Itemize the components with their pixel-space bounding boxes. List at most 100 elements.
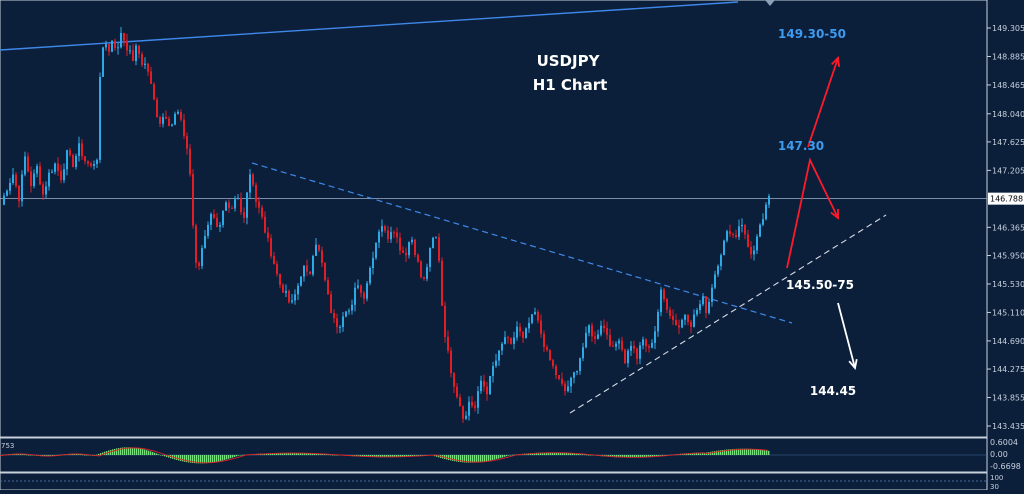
oscillator-bar bbox=[764, 450, 766, 455]
oscillator-bar bbox=[364, 455, 366, 457]
oscillator-bar bbox=[634, 455, 636, 458]
candle bbox=[72, 153, 74, 168]
oscillator-bar bbox=[470, 455, 472, 463]
candle bbox=[339, 324, 341, 334]
oscillator-bar bbox=[362, 455, 364, 457]
oscillator-bar bbox=[312, 453, 314, 455]
oscillator-bar bbox=[752, 449, 754, 455]
oscillator-bar bbox=[308, 453, 310, 455]
oscillator-bar bbox=[30, 455, 32, 456]
candle bbox=[420, 260, 422, 279]
candle bbox=[552, 358, 554, 369]
candle bbox=[612, 340, 614, 347]
candle bbox=[651, 339, 653, 349]
oscillator-bar bbox=[754, 449, 756, 455]
oscillator-bar bbox=[540, 452, 542, 455]
oscillator-bar bbox=[136, 447, 138, 455]
candle bbox=[315, 237, 317, 257]
oscillator-bar bbox=[392, 455, 394, 457]
candle bbox=[525, 327, 527, 339]
oscillator-bar bbox=[710, 451, 712, 455]
candle bbox=[615, 341, 617, 351]
oscillator-bar bbox=[200, 455, 202, 464]
oscillator-bar bbox=[714, 451, 716, 455]
oscillator-bar bbox=[118, 448, 120, 455]
candle bbox=[597, 329, 599, 340]
candle bbox=[129, 45, 131, 55]
oscillator-bar bbox=[324, 454, 326, 455]
oscillator-bar bbox=[492, 455, 494, 461]
candle bbox=[27, 152, 29, 173]
oscillator-bar bbox=[82, 454, 84, 456]
oscillator-bar bbox=[576, 453, 578, 455]
oscillator-bar bbox=[100, 453, 102, 455]
candle bbox=[450, 347, 452, 378]
candle bbox=[120, 27, 122, 49]
oscillator-bar bbox=[766, 450, 768, 455]
oscillator-bar bbox=[274, 453, 276, 455]
candle bbox=[180, 109, 182, 122]
oscillator-bar bbox=[382, 455, 384, 458]
candle bbox=[75, 153, 77, 170]
oscillator-bar bbox=[372, 455, 374, 457]
oscillator-bar bbox=[578, 453, 580, 455]
oscillator-bar bbox=[452, 455, 454, 461]
candle bbox=[225, 200, 227, 211]
candle bbox=[714, 270, 716, 290]
oscillator-bar bbox=[618, 455, 620, 458]
oscillator-bar bbox=[52, 455, 54, 456]
oscillator-bar bbox=[310, 453, 312, 455]
oscillator-bar bbox=[384, 455, 386, 458]
candle bbox=[591, 322, 593, 342]
oscillator-bar bbox=[80, 454, 82, 455]
oscillator-bar bbox=[644, 455, 646, 458]
candle bbox=[405, 247, 407, 262]
descending-trendline bbox=[251, 162, 793, 324]
oscillator-bar bbox=[546, 452, 548, 455]
candle bbox=[696, 307, 698, 317]
candle bbox=[378, 229, 380, 249]
oscillator-bar bbox=[738, 448, 740, 455]
candle bbox=[480, 375, 482, 394]
candle bbox=[93, 160, 95, 170]
oscillator-bar bbox=[184, 455, 186, 462]
oscillator-bar bbox=[434, 455, 436, 457]
candle bbox=[198, 261, 200, 271]
oscillator-bar bbox=[614, 455, 616, 458]
oscillator-bar bbox=[570, 453, 572, 455]
candle bbox=[282, 283, 284, 293]
candle bbox=[399, 232, 401, 256]
oscillator-bar bbox=[96, 454, 98, 456]
candle bbox=[285, 284, 287, 297]
candle bbox=[351, 299, 353, 315]
candle bbox=[483, 374, 485, 392]
candle bbox=[84, 155, 86, 165]
oscillator-bar bbox=[584, 454, 586, 456]
candle bbox=[501, 341, 503, 355]
oscillator-bar bbox=[744, 448, 746, 455]
candle bbox=[603, 319, 605, 333]
oscillator-bar bbox=[154, 452, 156, 455]
oscillator-bar bbox=[488, 455, 490, 461]
candle bbox=[252, 172, 254, 187]
candle bbox=[648, 344, 650, 353]
oscillator-bar bbox=[238, 455, 240, 456]
price-tick-label: 148.040 bbox=[992, 110, 1024, 119]
oscillator-bar bbox=[54, 455, 56, 456]
candle bbox=[81, 139, 83, 160]
oscillator-bar bbox=[276, 453, 278, 455]
oscillator-bar bbox=[758, 449, 760, 455]
candle bbox=[726, 229, 728, 243]
candle bbox=[201, 245, 203, 270]
price-tick-label: 148.465 bbox=[992, 81, 1024, 90]
oscillator-bar bbox=[762, 450, 764, 455]
oscillator-bar bbox=[144, 449, 146, 455]
oscillator-bar bbox=[590, 455, 592, 456]
candle bbox=[462, 405, 464, 423]
oscillator-bar bbox=[374, 455, 376, 458]
candle bbox=[372, 251, 374, 275]
candle bbox=[498, 350, 500, 366]
candle bbox=[45, 181, 47, 199]
candle bbox=[90, 161, 92, 168]
candle bbox=[165, 110, 167, 120]
